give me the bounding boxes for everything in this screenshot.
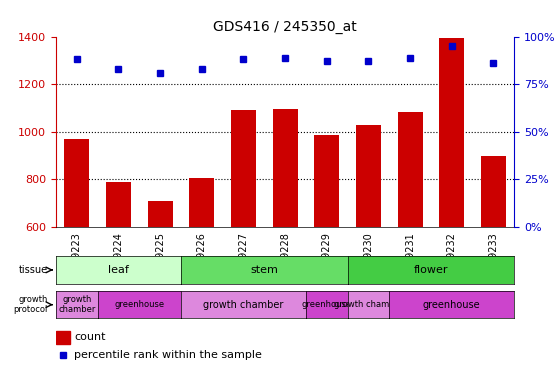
Text: growth chamber: growth chamber xyxy=(334,300,403,309)
Text: tissue: tissue xyxy=(18,265,48,275)
Bar xyxy=(356,124,381,366)
Bar xyxy=(231,110,256,366)
Text: greenhouse: greenhouse xyxy=(423,300,481,310)
Bar xyxy=(397,112,423,366)
Bar xyxy=(148,201,173,366)
Bar xyxy=(481,156,506,366)
Text: stem: stem xyxy=(250,265,278,275)
Bar xyxy=(64,139,89,366)
Text: count: count xyxy=(74,332,106,343)
Bar xyxy=(56,331,70,344)
Title: GDS416 / 245350_at: GDS416 / 245350_at xyxy=(213,20,357,34)
Text: growth
chamber: growth chamber xyxy=(58,295,96,314)
Text: flower: flower xyxy=(414,265,448,275)
Bar xyxy=(190,178,214,366)
Bar xyxy=(106,182,131,366)
Bar xyxy=(273,109,297,366)
Text: percentile rank within the sample: percentile rank within the sample xyxy=(74,350,262,360)
Text: leaf: leaf xyxy=(108,265,129,275)
Text: greenhouse: greenhouse xyxy=(114,300,164,309)
Text: growth
protocol: growth protocol xyxy=(13,295,48,314)
Text: greenhouse: greenhouse xyxy=(302,300,352,309)
Text: growth chamber: growth chamber xyxy=(203,300,283,310)
Bar xyxy=(314,135,339,366)
Bar xyxy=(439,38,465,366)
